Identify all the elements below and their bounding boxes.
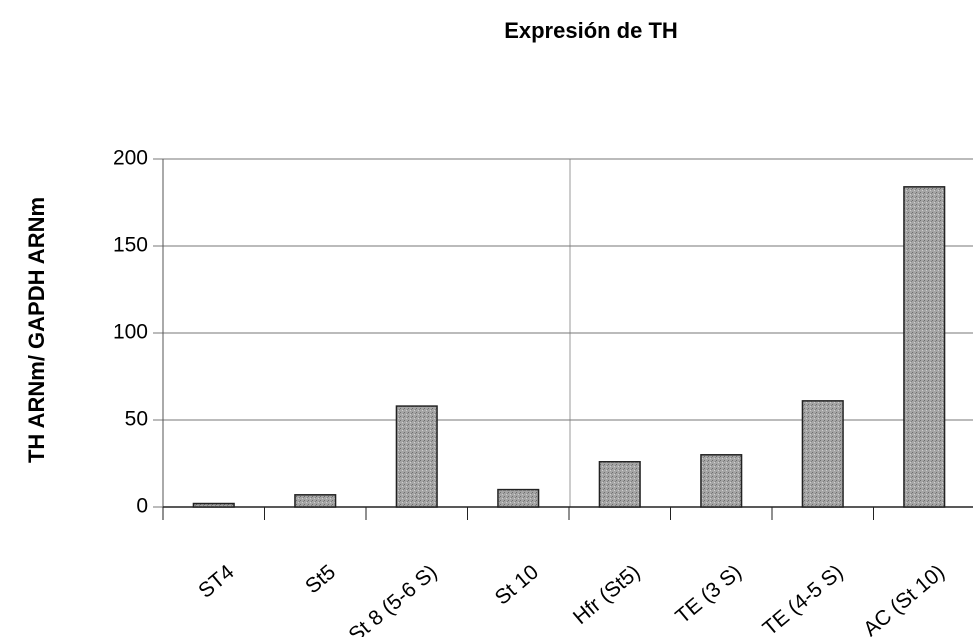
bar	[700, 454, 743, 508]
bar	[395, 405, 438, 508]
bar	[801, 400, 844, 508]
x-tick-label: ST4	[194, 560, 239, 603]
x-tick-label: St 10	[491, 560, 543, 609]
x-tick-label: AC (St 10)	[859, 560, 949, 637]
y-tick-label: 150	[113, 234, 148, 257]
y-tick-label: 0	[136, 495, 148, 518]
chart-title: Expresión de TH	[504, 18, 678, 43]
y-tick-label: 100	[113, 321, 148, 344]
x-tick-label: TE (3 S)	[671, 560, 746, 628]
x-tick-label: St 8 (5-6 S)	[344, 560, 441, 637]
bar	[294, 494, 337, 508]
bar	[497, 488, 540, 508]
bar	[192, 502, 235, 508]
y-axis-label: TH ARNm/ GAPDH ARNm	[24, 197, 49, 463]
bar	[903, 186, 946, 508]
x-tick-label: St5	[301, 560, 340, 598]
y-tick-label: 200	[113, 147, 148, 170]
y-tick-label: 50	[125, 408, 148, 431]
x-tick-label: TE (4-5 S)	[759, 560, 848, 637]
x-tick-label: Hfr (St5)	[569, 560, 645, 629]
bar	[598, 461, 641, 508]
